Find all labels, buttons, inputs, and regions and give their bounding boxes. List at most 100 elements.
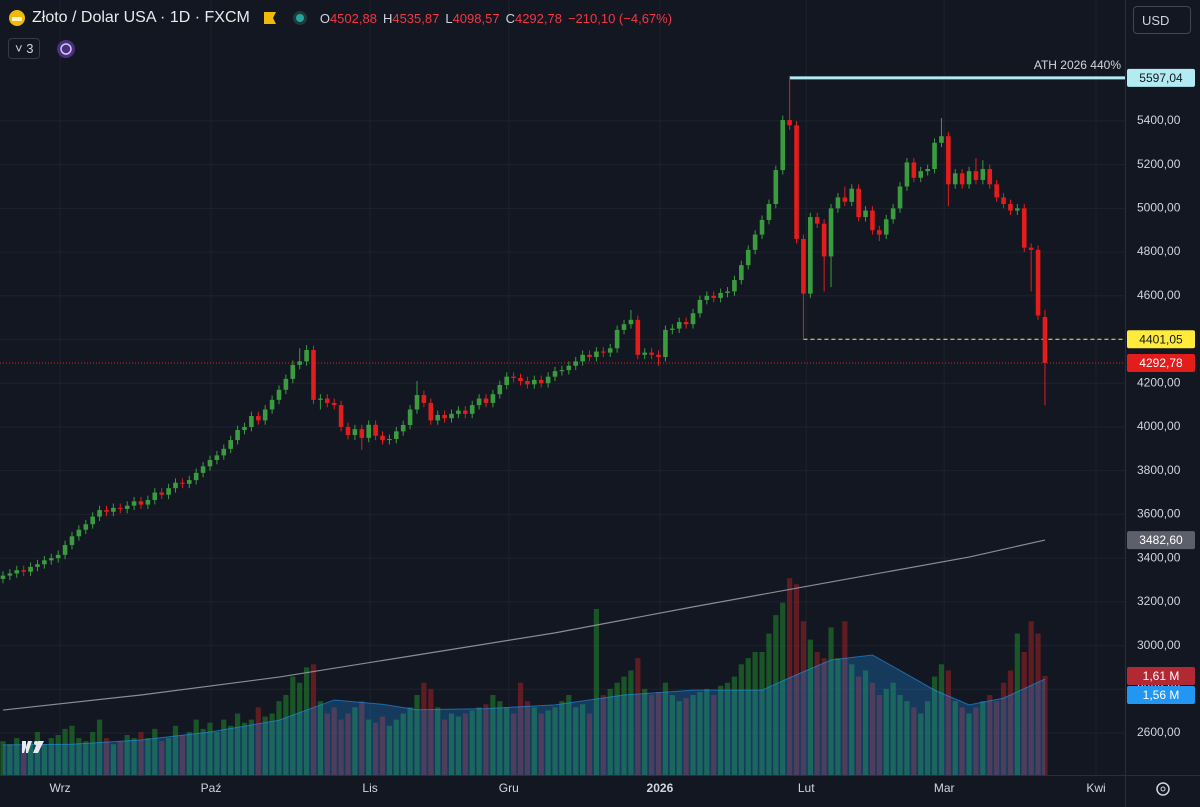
indicators-toggle[interactable]: ˅ 3 — [8, 38, 41, 59]
volume-bar — [290, 676, 296, 775]
volume-bar — [462, 713, 468, 775]
candle-body — [601, 351, 606, 353]
volume-bar — [904, 701, 910, 775]
volume-bar — [152, 728, 158, 775]
volume-bar — [193, 719, 199, 775]
volume-bar — [987, 695, 993, 775]
candle-body — [511, 376, 516, 378]
candle-body — [966, 171, 972, 185]
volume-bar — [442, 719, 448, 775]
x-tick-label: Wrz — [49, 781, 70, 795]
candle-body — [525, 381, 530, 385]
candle-body — [407, 409, 413, 425]
candle-body — [35, 564, 40, 567]
volume-bar — [531, 707, 537, 775]
y-tick-label: 3200,00 — [1137, 594, 1181, 608]
volume-bar — [248, 719, 254, 775]
volume-bar — [538, 713, 544, 775]
candle-body — [387, 438, 392, 441]
x-tick-label: Lut — [798, 781, 815, 795]
volume-bar — [869, 682, 876, 775]
candle-body — [283, 378, 289, 390]
volume-bar — [821, 658, 827, 775]
volume-bar — [124, 735, 130, 775]
volume-bar — [469, 710, 475, 775]
candle-body — [324, 398, 330, 403]
candle-body — [7, 573, 13, 576]
volume-bar — [511, 713, 517, 775]
candle-body — [311, 350, 316, 400]
candle-body — [207, 459, 213, 467]
volume-bar — [1021, 651, 1027, 775]
y-tick-label: 3000,00 — [1137, 638, 1181, 652]
candle-body — [21, 570, 26, 572]
volume-bar — [366, 719, 372, 775]
volume-bar — [580, 704, 586, 775]
candle-body — [939, 136, 944, 143]
y-tick-label: 3600,00 — [1137, 507, 1181, 521]
candle-body — [28, 566, 33, 572]
volume-ma-line — [2, 654, 1046, 746]
candle-body — [690, 313, 696, 325]
candle-body — [435, 414, 441, 421]
candle-body — [297, 361, 302, 365]
candle-body — [255, 416, 261, 421]
volume-bar — [428, 688, 434, 775]
volume-bar — [628, 670, 634, 775]
volume-bar — [973, 707, 979, 775]
volume-bar — [131, 738, 137, 775]
volume-bar — [83, 741, 89, 775]
volume-label: 1,61 M — [1143, 669, 1180, 683]
candle-body — [76, 529, 82, 537]
volume-bar — [1000, 682, 1007, 775]
candle-body — [532, 379, 537, 385]
candle-body — [193, 472, 199, 481]
candle-body — [90, 516, 95, 525]
candle-body — [711, 295, 717, 298]
candle-body — [262, 409, 268, 421]
candle-body — [621, 324, 627, 330]
line-annotation: ATH 2026 440% — [1034, 58, 1121, 72]
candle-body — [642, 352, 648, 355]
moving-average — [2, 539, 1046, 711]
volume-bar — [662, 682, 669, 775]
flag-icon[interactable] — [262, 10, 278, 26]
sync-icon[interactable] — [56, 39, 76, 59]
settings-icon[interactable] — [1156, 782, 1170, 796]
currency-button[interactable]: USD — [1133, 6, 1191, 34]
volume-bar — [310, 664, 317, 775]
open-value: 4502,88 — [329, 10, 377, 26]
symbol-icon — [9, 10, 25, 26]
volume-bar — [476, 707, 482, 775]
candle-body — [538, 379, 544, 384]
candle-body — [442, 414, 447, 419]
volume-bar — [814, 651, 820, 775]
candle-body — [739, 265, 744, 281]
volume-bar — [110, 744, 116, 775]
candle-body — [14, 570, 20, 574]
volume-bar — [621, 676, 627, 775]
volume-ma-label: 1,56 M — [1143, 688, 1180, 702]
volume-bar — [55, 735, 61, 775]
candle-body — [607, 348, 613, 353]
volume-bar — [545, 710, 551, 775]
candle-body — [704, 295, 710, 300]
candle-body — [97, 510, 102, 517]
candle-body — [449, 413, 454, 419]
volume-bar — [34, 731, 41, 775]
volume-bar — [200, 728, 206, 775]
candle-body — [152, 492, 158, 500]
candle-body — [946, 136, 951, 185]
volume-bar — [890, 682, 896, 775]
volume-bar — [724, 682, 731, 775]
volume-bar — [642, 688, 648, 775]
volume-bar — [345, 713, 351, 775]
candle-body — [911, 162, 917, 178]
candle-body — [952, 173, 958, 185]
volume-bar — [69, 725, 75, 775]
volume-bar — [952, 701, 958, 775]
volume-bar — [759, 651, 765, 775]
indicator-row: ˅ 3 — [8, 38, 76, 59]
symbol[interactable]: Złoto / Dolar USA · 1D · FXCM — [32, 9, 250, 26]
